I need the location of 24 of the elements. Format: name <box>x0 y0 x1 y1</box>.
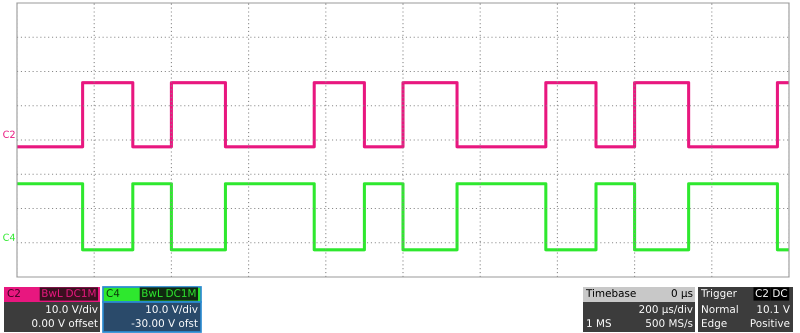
text: 500 MS/s <box>646 319 692 328</box>
text: DC <box>773 289 788 298</box>
text: 0.00 V offset <box>32 318 98 328</box>
text: 10.0 V/div <box>146 304 198 314</box>
text: 1 MS <box>587 319 611 328</box>
text: 0 µs <box>672 289 692 300</box>
text: Timebase <box>586 288 636 298</box>
text: C4 <box>3 234 16 241</box>
text: Trigger <box>700 288 737 300</box>
text: Normal <box>702 304 738 314</box>
text: BwL <box>42 289 63 297</box>
text: 10.0 V/div <box>46 304 98 314</box>
text: DC1M <box>166 289 196 298</box>
text: C2 <box>756 289 768 298</box>
text: Positive <box>750 318 790 328</box>
text: 200 µs/div <box>639 304 693 316</box>
text: Edge <box>702 318 727 330</box>
series-label: C2 <box>3 130 15 138</box>
text: -30.00 V ofst <box>132 318 198 328</box>
text: C4 <box>106 289 120 298</box>
text: 10.1 V <box>758 305 790 314</box>
text: C2 <box>8 289 20 298</box>
text: DC1M <box>66 289 96 298</box>
text: BwL <box>142 289 163 297</box>
